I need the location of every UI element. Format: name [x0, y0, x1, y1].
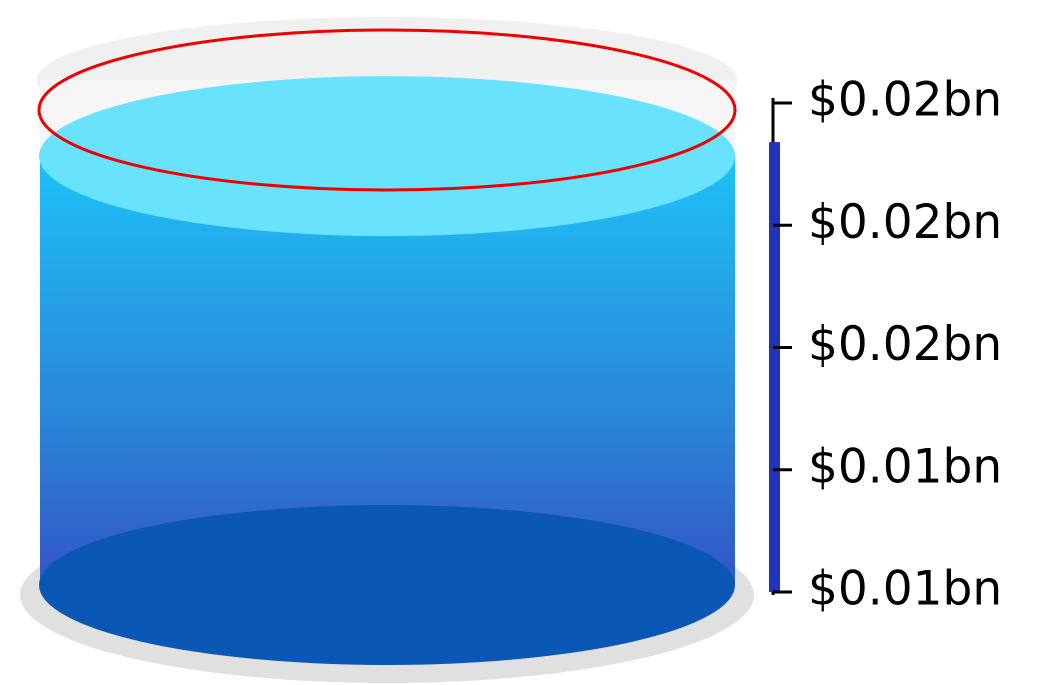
value-bar: [769, 142, 780, 592]
container-rim: [37, 28, 737, 192]
y-tick-label: $0.02bn: [808, 317, 1002, 372]
liquid: [39, 76, 735, 665]
liquid-bottom: [39, 505, 735, 665]
y-tick-label: $0.02bn: [808, 73, 1002, 128]
liquid-surface: [39, 76, 735, 237]
y-tick-label: $0.01bn: [808, 439, 1002, 494]
y-tick-label: $0.01bn: [808, 562, 1002, 617]
axis: $0.01bn $0.01bn $0.02bn $0.02bn $0.02bn: [769, 73, 1002, 617]
y-tick-label: $0.02bn: [808, 195, 1002, 250]
